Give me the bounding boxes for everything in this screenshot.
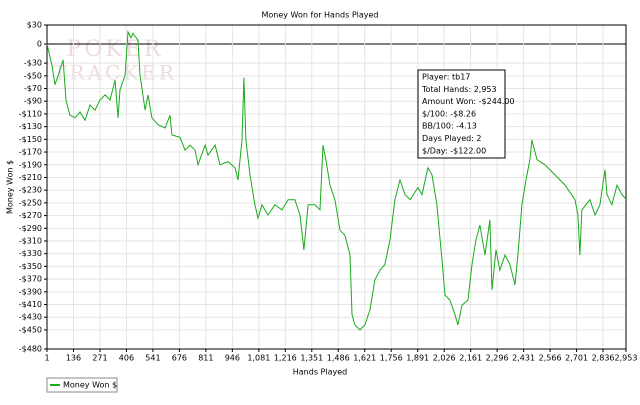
y-tick-label: -$70: [24, 84, 42, 93]
x-tick-label: 1,486: [327, 354, 350, 363]
x-tick-label: 1,756: [380, 354, 403, 363]
x-tick-label: 1: [44, 354, 49, 363]
y-tick-label: -$90: [24, 97, 42, 106]
plot-border: [46, 24, 627, 350]
x-tick-label: 1,891: [406, 354, 429, 363]
y-tick-label: -$210: [19, 173, 42, 182]
legend-label: Money Won $: [63, 381, 117, 390]
x-tick-label: 676: [172, 354, 187, 363]
info-text: $/Day: -$122.00: [422, 146, 486, 155]
y-tick-label: $30: [27, 21, 42, 30]
x-axis-label: Hands Played: [293, 368, 347, 377]
x-tick-label: 541: [145, 354, 160, 363]
y-tick-label: -$270: [19, 211, 42, 220]
x-tick-label: 271: [92, 354, 107, 363]
y-tick-label: -$410: [19, 300, 42, 309]
x-tick-label: 2,566: [539, 354, 562, 363]
x-tick-label: 946: [225, 354, 240, 363]
y-tick-label: -$350: [19, 262, 42, 271]
watermark: POKER: [67, 37, 164, 62]
y-tick-label: -$390: [19, 287, 42, 296]
x-tick-label: 1,621: [353, 354, 376, 363]
info-text: Amount Won: -$244.00: [422, 97, 515, 106]
y-tick-label: -$110: [19, 109, 42, 118]
x-tick-label: 406: [119, 354, 134, 363]
y-tick-label: -$170: [19, 148, 42, 157]
y-tick-label: -$480: [19, 345, 42, 354]
y-axis-label: Money Won $: [6, 160, 15, 214]
x-tick-label: 811: [198, 354, 213, 363]
legend-box: [46, 377, 118, 393]
y-tick-label: -$450: [19, 325, 42, 334]
y-tick-label: -$330: [19, 249, 42, 258]
x-tick-label: 2,431: [512, 354, 535, 363]
info-text: $/100: -$8.26: [422, 109, 476, 118]
y-tick-label: -$290: [19, 224, 42, 233]
x-tick-label: 136: [66, 354, 81, 363]
x-tick-label: 2,701: [565, 354, 588, 363]
x-tick-label: 1,351: [300, 354, 323, 363]
y-tick-label: -$190: [19, 160, 42, 169]
y-tick-label: -$370: [19, 275, 42, 284]
y-tick-label: -$310: [19, 237, 42, 246]
x-tick-label: 2,296: [486, 354, 509, 363]
x-tick-label: 2,161: [459, 354, 482, 363]
y-tick-label: -$50: [24, 71, 42, 80]
y-tick-label: -$230: [19, 186, 42, 195]
y-tick-label: -$430: [19, 313, 42, 322]
x-tick-label: 2,953: [615, 354, 638, 363]
info-text: Total Hands: 2,953: [421, 85, 497, 94]
info-text: BB/100: -4.13: [422, 122, 477, 131]
info-box: [417, 69, 506, 159]
x-tick-label: 2,026: [433, 354, 456, 363]
y-tick-label: -$150: [19, 135, 42, 144]
chart-title: Money Won for Hands Played: [261, 11, 378, 20]
x-tick-label: 1,081: [247, 354, 270, 363]
data-line: [46, 30, 627, 331]
y-tick-label: -$130: [19, 122, 42, 131]
x-tick-label: 2,836: [592, 354, 615, 363]
info-text: Player: tb17: [422, 73, 470, 82]
y-tick-label: 0: [37, 40, 42, 49]
y-tick-label: -$250: [19, 198, 42, 207]
y-tick-label: -$30: [24, 59, 42, 68]
x-tick-label: 1,216: [274, 354, 297, 363]
info-text: Days Played: 2: [422, 134, 482, 143]
